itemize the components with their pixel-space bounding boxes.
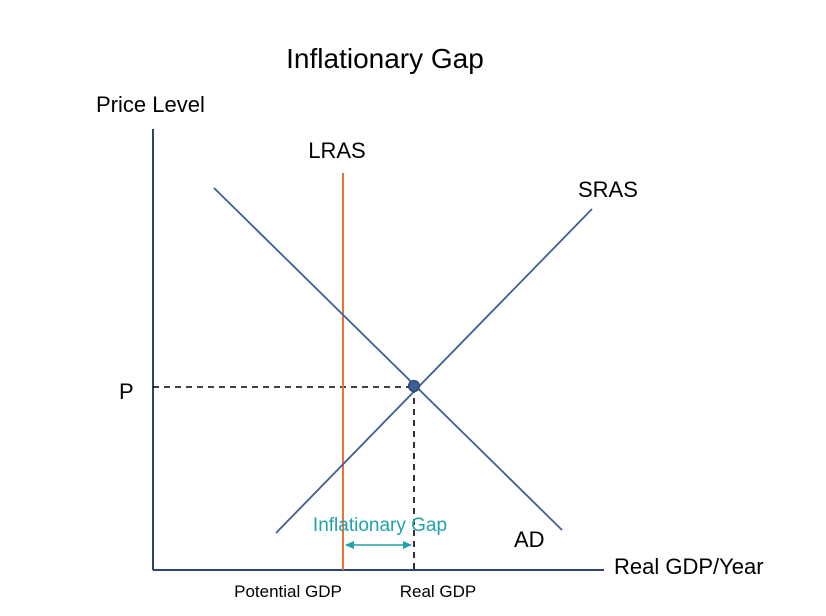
real-gdp-tick-label: Real GDP [400, 582, 477, 601]
lras-label: LRAS [308, 138, 365, 163]
sras-label: SRAS [578, 177, 638, 202]
diagram-title: Inflationary Gap [286, 43, 484, 74]
sras-curve [275, 208, 593, 534]
x-axis-label: Real GDP/Year [614, 554, 764, 579]
gap-label: Inflationary Gap [313, 515, 447, 536]
equilibrium-point [407, 379, 421, 393]
y-axis-label: Price Level [96, 92, 205, 117]
ad-label: AD [514, 527, 545, 552]
price-tick-label: P [119, 379, 134, 404]
potential-gdp-tick-label: Potential GDP [234, 582, 342, 601]
ad-curve [213, 187, 563, 531]
